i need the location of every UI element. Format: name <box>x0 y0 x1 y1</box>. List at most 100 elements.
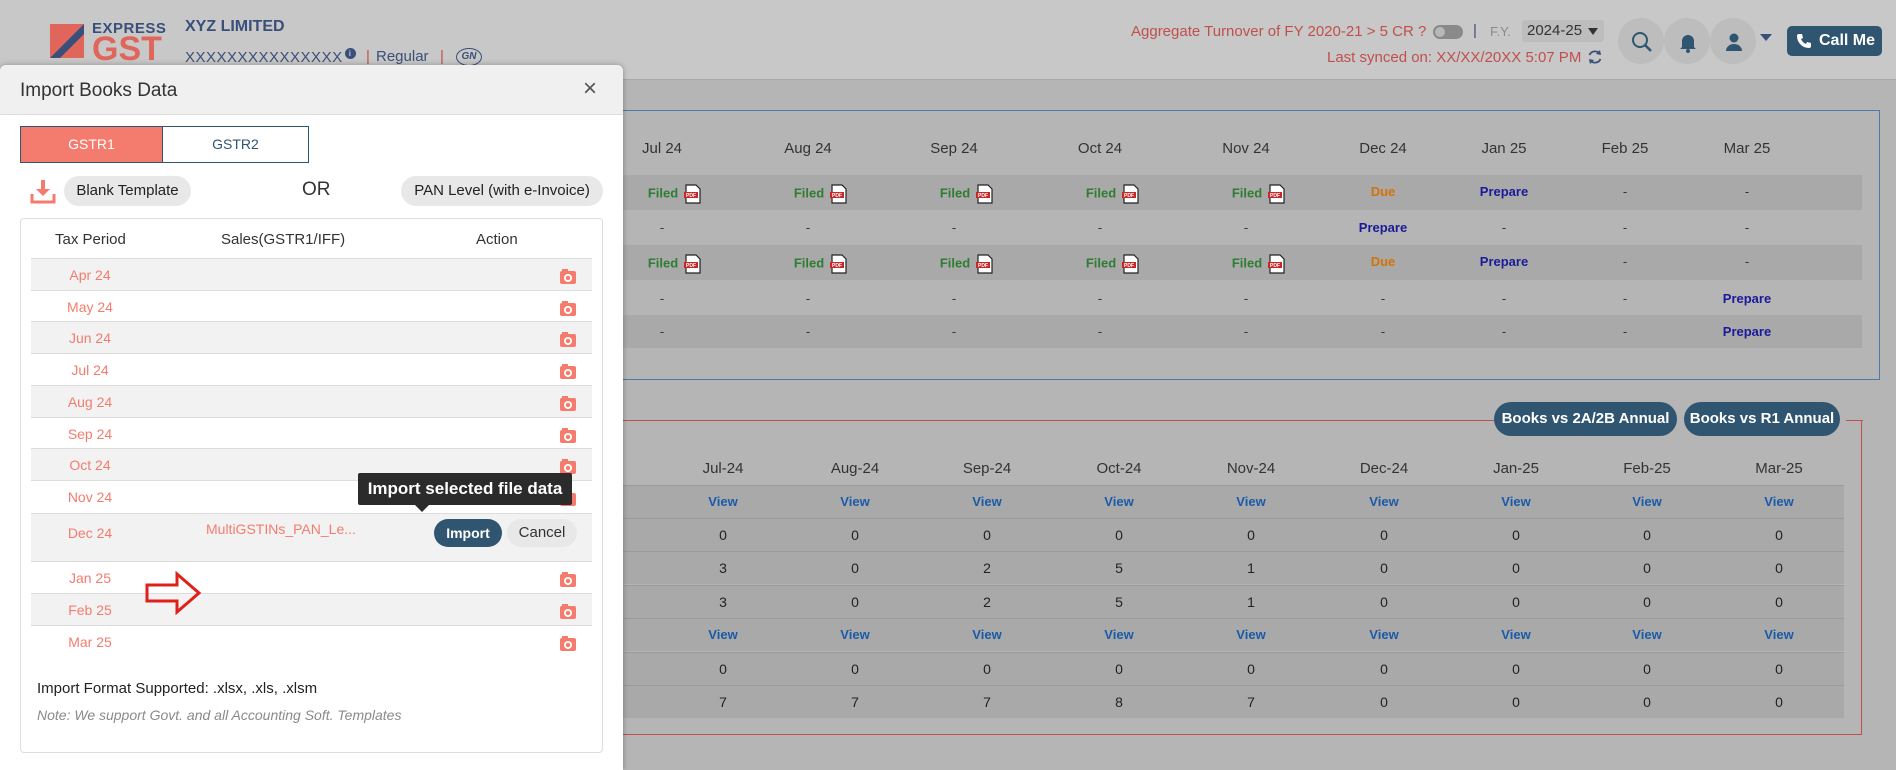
status-text: Filed <box>1085 255 1117 271</box>
view-link[interactable]: View <box>708 627 738 642</box>
notifications-button[interactable] <box>1664 18 1710 64</box>
filed-status[interactable]: Filed PDF <box>766 254 876 274</box>
filed-status[interactable]: Filed PDF <box>766 184 876 204</box>
fy-select[interactable]: 2024-25 <box>1522 20 1604 42</box>
returns-status-panel <box>500 110 1880 380</box>
registration-type: Regular <box>376 48 429 65</box>
view-link[interactable]: View <box>840 627 870 642</box>
upload-icon[interactable] <box>559 572 577 588</box>
prepare-link[interactable]: Prepare <box>1449 184 1559 199</box>
count-value: 8 <box>1115 694 1123 710</box>
pdf-icon[interactable]: PDF <box>1122 254 1140 274</box>
empty-cell: - <box>1570 220 1680 235</box>
prepare-link[interactable]: Prepare <box>1449 254 1559 269</box>
download-icon[interactable] <box>30 178 56 204</box>
pdf-icon[interactable]: PDF <box>1122 184 1140 204</box>
prepare-link[interactable]: Prepare <box>1328 220 1438 235</box>
upload-icon[interactable] <box>559 332 577 348</box>
view-link[interactable]: View <box>708 494 738 509</box>
status-text: - <box>1622 184 1628 199</box>
empty-cell: - <box>1449 324 1559 339</box>
close-icon[interactable]: × <box>583 75 598 102</box>
pdf-icon[interactable]: PDF <box>684 184 702 204</box>
pdf-icon[interactable]: PDF <box>684 254 702 274</box>
pdf-icon[interactable]: PDF <box>1268 254 1286 274</box>
view-link[interactable]: View <box>1501 494 1531 509</box>
filed-status[interactable]: Filed PDF <box>1058 184 1168 204</box>
view-link[interactable]: View <box>1764 627 1794 642</box>
count-value: 0 <box>1643 527 1651 543</box>
filed-status[interactable]: Filed PDF <box>1058 254 1168 274</box>
call-me-button[interactable]: Call Me <box>1787 26 1882 56</box>
status-text: Prepare <box>1358 220 1408 235</box>
pdf-icon[interactable]: PDF <box>976 184 994 204</box>
view-link[interactable]: View <box>1236 494 1266 509</box>
user-menu-button[interactable] <box>1710 18 1756 64</box>
pdf-icon[interactable]: PDF <box>830 184 848 204</box>
view-link[interactable]: View <box>1104 627 1134 642</box>
upload-icon[interactable] <box>559 636 577 652</box>
period-row: Feb 25 <box>31 593 592 625</box>
search-button[interactable] <box>1618 18 1664 64</box>
count-value: 7 <box>983 694 991 710</box>
due-status[interactable]: Due <box>1328 254 1438 269</box>
view-link[interactable]: View <box>972 494 1002 509</box>
upload-icon[interactable] <box>559 269 577 285</box>
upload-icon[interactable] <box>559 301 577 317</box>
period-row: Apr 24 <box>31 258 592 290</box>
express-gst-logo[interactable]: EXPRESS GST <box>46 18 166 66</box>
turnover-toggle[interactable] <box>1433 25 1463 39</box>
view-link[interactable]: View <box>1236 627 1266 642</box>
status-text: Prepare <box>1722 324 1772 339</box>
view-link[interactable]: View <box>1369 494 1399 509</box>
status-text: Prepare <box>1722 291 1772 306</box>
blank-template-button[interactable]: Blank Template <box>64 176 191 206</box>
prepare-link[interactable]: Prepare <box>1692 324 1802 339</box>
pdf-icon[interactable]: PDF <box>1268 184 1286 204</box>
view-link[interactable]: View <box>1369 627 1399 642</box>
info-icon[interactable]: i <box>344 48 356 59</box>
gstin-value: XXXXXXXXXXXXXXX i <box>185 48 356 66</box>
logo-gst-text: GST <box>92 30 162 68</box>
pan-level-button[interactable]: PAN Level (with e-Invoice) <box>401 176 603 206</box>
filed-status[interactable]: Filed PDF <box>912 254 1022 274</box>
import-button[interactable]: Import <box>434 519 502 547</box>
chevron-down-icon[interactable] <box>1760 34 1772 41</box>
upload-icon[interactable] <box>559 459 577 475</box>
fy-label: F.Y. <box>1490 24 1511 39</box>
tax-period-label: Aug 24 <box>67 394 113 410</box>
tab-gstr2[interactable]: GSTR2 <box>162 126 309 163</box>
company-name[interactable]: XYZ LIMITED <box>185 18 285 35</box>
filed-status[interactable]: Filed PDF <box>1204 184 1314 204</box>
pdf-icon[interactable]: PDF <box>830 254 848 274</box>
view-link[interactable]: View <box>840 494 870 509</box>
tab-gstr1[interactable]: GSTR1 <box>20 126 163 163</box>
returns-month-header: Oct 24 <box>1077 140 1123 157</box>
upload-icon[interactable] <box>559 364 577 380</box>
empty-cell: - <box>607 291 717 306</box>
empty-cell: - <box>1045 220 1155 235</box>
phone-icon <box>1797 34 1811 48</box>
view-link[interactable]: View <box>972 627 1002 642</box>
view-link[interactable]: View <box>1104 494 1134 509</box>
cancel-button[interactable]: Cancel <box>507 519 577 547</box>
filed-status[interactable]: Filed PDF <box>620 184 730 204</box>
upload-icon[interactable] <box>559 396 577 412</box>
pdf-icon[interactable]: PDF <box>976 254 994 274</box>
view-link[interactable]: View <box>1764 494 1794 509</box>
count-value: 0 <box>1643 694 1651 710</box>
filed-status[interactable]: Filed PDF <box>1204 254 1314 274</box>
view-link[interactable]: View <box>1501 627 1531 642</box>
upload-icon[interactable] <box>559 428 577 444</box>
books-vs-r1-button[interactable]: Books vs R1 Annual <box>1684 402 1840 436</box>
upload-icon[interactable] <box>559 604 577 620</box>
view-link[interactable]: View <box>1632 494 1662 509</box>
books-vs-2a2b-button[interactable]: Books vs 2A/2B Annual <box>1494 402 1677 436</box>
prepare-link[interactable]: Prepare <box>1692 291 1802 306</box>
filed-status[interactable]: Filed PDF <box>912 184 1022 204</box>
sync-icon[interactable] <box>1587 49 1603 65</box>
due-status[interactable]: Due <box>1328 184 1438 199</box>
gn-badge-icon[interactable]: GN <box>456 48 482 66</box>
view-link[interactable]: View <box>1632 627 1662 642</box>
filed-status[interactable]: Filed PDF <box>620 254 730 274</box>
